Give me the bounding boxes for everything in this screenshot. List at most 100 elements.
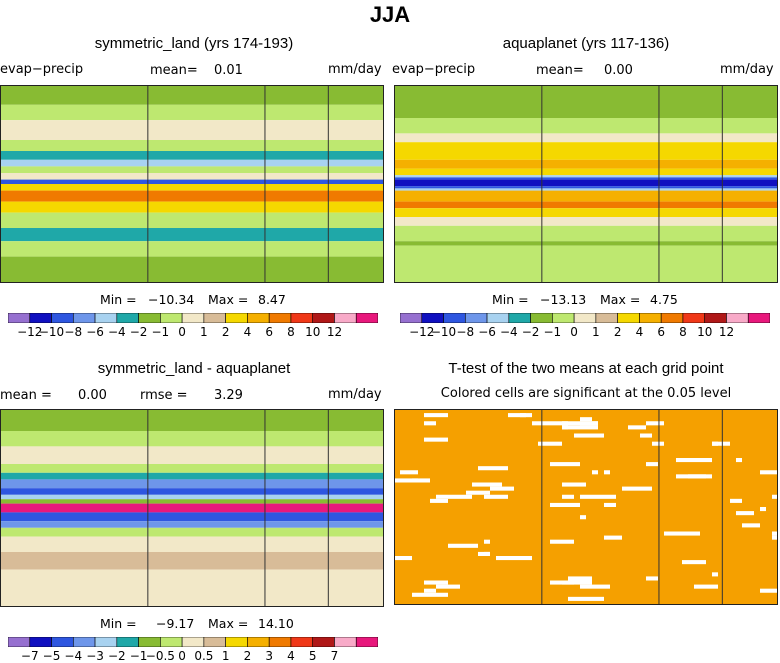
nonsignificant-cell: [394, 556, 412, 561]
nonsignificant-cell: [760, 507, 766, 512]
panel1-colorbar: [8, 313, 378, 323]
contour-band: [0, 472, 384, 480]
nonsignificant-cell: [562, 494, 574, 499]
panel1-mean-label: mean=: [150, 63, 198, 78]
nonsignificant-cell: [562, 580, 592, 585]
contour-band: [394, 179, 778, 187]
contour-band: [0, 499, 384, 504]
tick-label: −12: [17, 325, 43, 339]
contour-band: [394, 241, 778, 246]
colorbar-swatch: [421, 313, 444, 323]
panel3-units: mm/day: [328, 387, 382, 402]
panel2-map: [394, 85, 778, 283]
nonsignificant-cell: [484, 539, 490, 544]
panel3-mean-label: mean =: [0, 388, 52, 403]
nonsignificant-cell: [622, 486, 652, 491]
colorbar-swatch: [312, 637, 335, 647]
nonsignificant-cell: [436, 494, 472, 499]
panel3-mean-value: 0.00: [78, 388, 107, 403]
colorbar-swatch: [247, 313, 270, 323]
nonsignificant-cell: [424, 413, 448, 418]
nonsignificant-cell: [430, 498, 448, 503]
nonsignificant-cell: [436, 584, 460, 589]
tick-label: −2: [521, 325, 540, 339]
panel2-variable: evap−precip: [392, 62, 476, 77]
colorbar-swatch: [355, 637, 378, 647]
contour-band: [394, 85, 778, 118]
tick-label: 10: [697, 325, 713, 339]
colorbar-swatch: [268, 637, 292, 647]
colorbar-swatch: [400, 313, 423, 323]
contour-band: [0, 464, 384, 473]
colorbar-swatch: [8, 313, 31, 323]
colorbar-swatch: [181, 637, 205, 647]
colorbar-swatch: [138, 637, 161, 647]
contour-band: [0, 166, 384, 173]
nonsignificant-cell: [592, 470, 598, 475]
panel3-rmse-label: rmse =: [140, 388, 188, 403]
panel1-max-value: 8.47: [258, 292, 286, 307]
tick-label: −8: [64, 325, 83, 339]
nonsignificant-cell: [580, 515, 586, 520]
nonsignificant-cell: [442, 437, 448, 442]
tick-label: 0.5: [194, 649, 214, 663]
contour-band: [394, 208, 778, 217]
nonsignificant-cell: [646, 421, 664, 426]
panel1-map: [0, 85, 384, 283]
nonsignificant-cell: [676, 531, 700, 536]
contour-band: [394, 177, 778, 180]
colorbar-swatch: [704, 313, 727, 323]
contour-band: [0, 159, 384, 167]
tick-label: −6: [478, 325, 496, 339]
tick-label: −8: [456, 325, 475, 339]
tick-label: −10: [38, 325, 65, 339]
nonsignificant-cell: [562, 425, 598, 430]
contour-band: [0, 494, 384, 500]
colorbar-swatch: [181, 313, 205, 323]
nonsignificant-cell: [550, 580, 574, 585]
contour-band: [0, 503, 384, 513]
panel1-max-label: Max =: [208, 292, 249, 307]
nonsignificant-cell: [730, 498, 742, 503]
colorbar-swatch: [726, 313, 749, 323]
contour-band: [0, 184, 384, 191]
panel2-mean-label: mean=: [536, 63, 584, 78]
tick-label: −1: [543, 325, 562, 339]
tick-label: −12: [409, 325, 435, 339]
nonsignificant-cell: [772, 535, 778, 540]
colorbar-swatch: [203, 313, 226, 323]
colorbar-swatch: [552, 313, 575, 323]
contour-band: [0, 479, 384, 489]
nonsignificant-cell: [424, 437, 442, 442]
colorbar-swatch: [29, 637, 52, 647]
contour-band: [0, 409, 384, 431]
nonsignificant-cell: [628, 425, 646, 430]
colorbar-swatch: [334, 637, 357, 647]
contour-band: [394, 133, 778, 143]
colorbar-swatch: [268, 313, 292, 323]
colorbar-swatch: [355, 313, 378, 323]
contour-band: [394, 186, 778, 189]
tick-label: 12: [326, 325, 343, 339]
nonsignificant-cell: [520, 413, 526, 418]
colorbar-swatch: [160, 313, 183, 323]
tick-label: 4: [287, 649, 295, 663]
panel1-mean-value: 0.01: [214, 63, 243, 78]
nonsignificant-cell: [484, 494, 508, 499]
panel3-colorbar: [8, 637, 378, 647]
nonsignificant-cell: [604, 502, 616, 507]
tick-label: −4: [64, 649, 83, 663]
significant-region: [394, 409, 778, 605]
nonsignificant-cell: [646, 576, 658, 581]
colorbar-swatch: [51, 637, 74, 647]
colorbar-swatch: [334, 313, 357, 323]
nonsignificant-cell: [652, 441, 664, 446]
tick-label: −10: [430, 325, 457, 339]
contour-band: [0, 212, 384, 228]
contour-band: [0, 140, 384, 151]
nonsignificant-cell: [568, 596, 604, 601]
panel1-units: mm/day: [328, 62, 382, 77]
contour-band: [0, 488, 384, 495]
panel2-min-value: −13.13: [540, 292, 587, 307]
tick-label: −2: [129, 325, 148, 339]
